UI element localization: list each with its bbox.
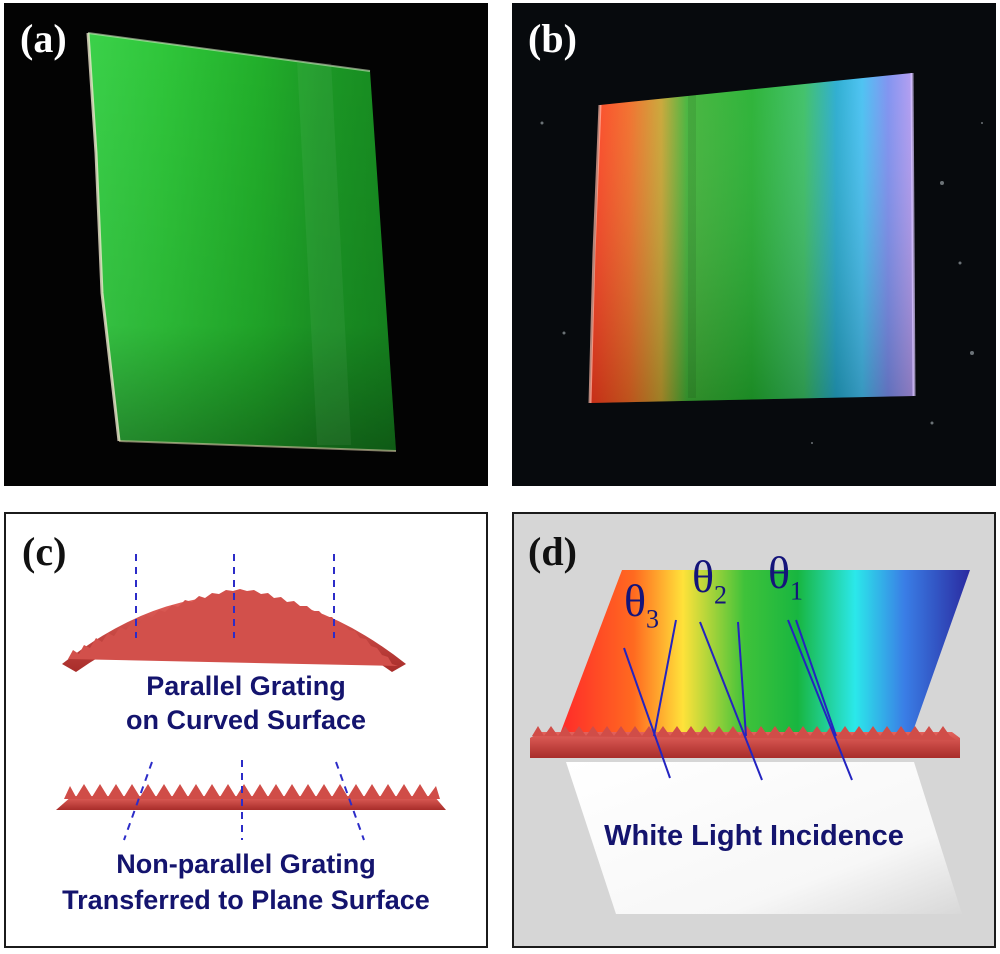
panel-b-label: (b): [528, 16, 577, 61]
curved-caption-line1: Parallel Grating: [146, 671, 346, 701]
white-light-incidence-caption: White Light Incidence: [604, 820, 904, 852]
grating-schematic: [56, 554, 446, 841]
rainbow-sample-photo: [540, 72, 983, 444]
plane-grating-teeth: [64, 784, 440, 799]
theta2-ray-a: [737, 621, 747, 737]
panel-d-schematic: (d) θ3 θ2 θ1 White Light Incidence: [512, 512, 996, 948]
curved-caption-line2: on Curved Surface: [125, 705, 367, 735]
diffracted-spectrum: [560, 570, 970, 734]
theta1-ray-b: [787, 619, 853, 781]
panel-a-photo: (a): [4, 3, 488, 486]
panel-d-label: (d): [528, 529, 577, 574]
panel-a-label: (a): [20, 16, 67, 61]
theta2-label: θ2: [692, 551, 728, 610]
theta1-label: θ1: [768, 547, 804, 606]
plane-caption-line1: Non-parallel Grating: [116, 849, 376, 879]
theta1-ray-a: [795, 619, 837, 737]
green-sample-photo: [86, 32, 397, 452]
panel-c-label: (c): [22, 529, 67, 574]
theta3-ray-a: [653, 619, 677, 737]
theta2-ray-b: [699, 621, 763, 781]
curved-grating-teeth: [68, 589, 398, 666]
panel-c-schematic: (c) Parallel Grating on Curved Surface N…: [4, 512, 488, 948]
white-light-plane: [566, 762, 962, 914]
plane-caption-line2: Transferred to Plane Surface: [62, 885, 430, 915]
theta3-label: θ3: [624, 575, 660, 634]
theta3-ray-b: [623, 647, 671, 779]
diffraction-schematic: [530, 570, 970, 914]
panel-b-photo: (b): [512, 3, 996, 486]
